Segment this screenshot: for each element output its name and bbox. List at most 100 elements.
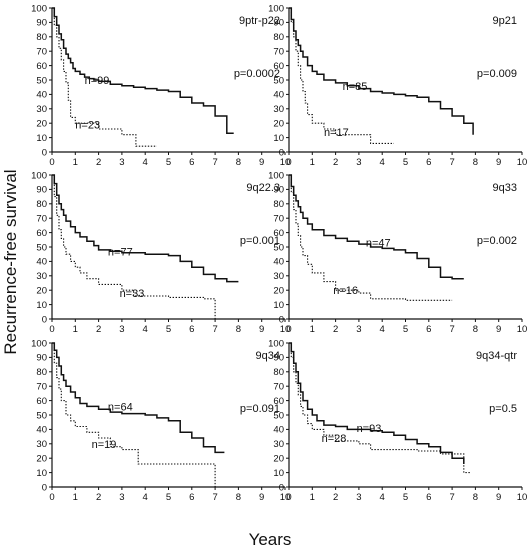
x-tick-label: 1 bbox=[310, 492, 315, 503]
y-tick-label: 100 bbox=[31, 170, 47, 181]
x-tick-label: 1 bbox=[310, 157, 315, 168]
x-tick-label: 9 bbox=[496, 492, 501, 503]
x-tick-label: 7 bbox=[212, 324, 217, 335]
x-tick-label: 4 bbox=[143, 157, 148, 168]
series-n-label: n=19 bbox=[92, 439, 117, 451]
y-tick-label: 80 bbox=[36, 32, 47, 43]
y-tick-label: 30 bbox=[36, 104, 47, 115]
y-tick-label: 20 bbox=[36, 119, 47, 130]
x-tick-label: 2 bbox=[333, 157, 338, 168]
x-tick-label: 3 bbox=[119, 324, 124, 335]
y-tick-label: 100 bbox=[31, 338, 47, 349]
series-n-label: n=17 bbox=[324, 127, 349, 139]
y-tick-label: 60 bbox=[273, 396, 284, 407]
dotted-survival-curve bbox=[52, 174, 216, 319]
x-tick-label: 0 bbox=[49, 324, 54, 335]
y-tick-label: 40 bbox=[273, 257, 284, 268]
y-tick-label: 0 bbox=[279, 314, 284, 325]
y-tick-label: 40 bbox=[36, 257, 47, 268]
solid-survival-curve bbox=[289, 7, 474, 135]
x-tick-label: 2 bbox=[333, 324, 338, 335]
y-tick-label: 0 bbox=[42, 147, 47, 158]
panel-title: 9q34 bbox=[256, 350, 280, 362]
solid-survival-curve bbox=[52, 174, 239, 283]
y-tick-label: 90 bbox=[273, 18, 284, 29]
y-tick-label: 10 bbox=[273, 133, 284, 144]
y-tick-label: 70 bbox=[273, 47, 284, 58]
y-tick-label: 20 bbox=[36, 286, 47, 297]
x-tick-label: 0 bbox=[286, 324, 291, 335]
y-tick-label: 60 bbox=[36, 228, 47, 239]
x-tick-label: 4 bbox=[380, 492, 385, 503]
panel-title: 9q33 bbox=[493, 182, 517, 194]
x-tick-label: 0 bbox=[49, 492, 54, 503]
x-tick-label: 3 bbox=[356, 492, 361, 503]
y-tick-label: 50 bbox=[36, 75, 47, 86]
y-tick-label: 90 bbox=[273, 185, 284, 196]
x-tick-label: 3 bbox=[356, 157, 361, 168]
y-tick-label: 20 bbox=[273, 119, 284, 130]
y-tick-label: 70 bbox=[36, 382, 47, 393]
p-value-label: p=0.001 bbox=[240, 235, 280, 247]
x-tick-label: 9 bbox=[259, 157, 264, 168]
y-tick-label: 70 bbox=[273, 382, 284, 393]
x-tick-label: 6 bbox=[189, 157, 194, 168]
series-n-label: n=77 bbox=[108, 246, 133, 258]
x-tick-label: 9 bbox=[496, 157, 501, 168]
x-tick-label: 8 bbox=[473, 324, 478, 335]
p-value-label: p=0.5 bbox=[489, 403, 517, 415]
y-tick-label: 70 bbox=[36, 47, 47, 58]
x-tick-label: 1 bbox=[73, 492, 78, 503]
y-tick-label: 0 bbox=[42, 482, 47, 493]
y-tick-label: 80 bbox=[273, 367, 284, 378]
y-tick-label: 10 bbox=[36, 468, 47, 479]
x-tick-label: 8 bbox=[236, 157, 241, 168]
y-tick-label: 20 bbox=[273, 286, 284, 297]
y-tick-label: 0 bbox=[279, 482, 284, 493]
x-tick-label: 8 bbox=[236, 324, 241, 335]
x-tick-label: 5 bbox=[166, 492, 171, 503]
x-tick-label: 1 bbox=[73, 324, 78, 335]
x-tick-label: 3 bbox=[119, 157, 124, 168]
x-tick-label: 10 bbox=[280, 492, 291, 503]
y-tick-label: 90 bbox=[273, 353, 284, 364]
y-tick-label: 40 bbox=[36, 90, 47, 101]
x-tick-label: 9 bbox=[496, 324, 501, 335]
x-tick-label: 8 bbox=[473, 157, 478, 168]
y-tick-label: 40 bbox=[273, 425, 284, 436]
x-tick-label: 9 bbox=[259, 324, 264, 335]
x-tick-label: 9 bbox=[259, 492, 264, 503]
x-tick-label: 5 bbox=[403, 157, 408, 168]
y-tick-label: 20 bbox=[36, 454, 47, 465]
y-tick-label: 30 bbox=[273, 439, 284, 450]
series-n-label: n=23 bbox=[75, 120, 100, 132]
x-tick-label: 8 bbox=[473, 492, 478, 503]
y-tick-label: 40 bbox=[36, 425, 47, 436]
x-tick-label: 10 bbox=[280, 157, 291, 168]
x-tick-label: 0 bbox=[286, 492, 291, 503]
y-tick-label: 10 bbox=[36, 133, 47, 144]
x-tick-label: 5 bbox=[166, 157, 171, 168]
y-tick-label: 20 bbox=[273, 454, 284, 465]
x-tick-label: 6 bbox=[426, 492, 431, 503]
solid-survival-curve bbox=[289, 342, 465, 464]
series-n-label: n=93 bbox=[357, 423, 382, 435]
x-tick-label: 10 bbox=[517, 492, 528, 503]
solid-survival-curve bbox=[52, 7, 234, 135]
x-tick-label: 4 bbox=[380, 157, 385, 168]
x-tick-label: 2 bbox=[96, 492, 101, 503]
y-tick-label: 80 bbox=[273, 32, 284, 43]
y-tick-label: 70 bbox=[36, 214, 47, 225]
y-tick-label: 80 bbox=[273, 199, 284, 210]
x-tick-label: 4 bbox=[143, 492, 148, 503]
solid-survival-curve bbox=[289, 174, 464, 280]
y-tick-label: 60 bbox=[36, 61, 47, 72]
x-tick-label: 6 bbox=[189, 492, 194, 503]
p-value-label: p=0.009 bbox=[477, 68, 517, 80]
y-tick-label: 90 bbox=[36, 353, 47, 364]
x-tick-label: 7 bbox=[212, 492, 217, 503]
y-tick-label: 50 bbox=[273, 242, 284, 253]
